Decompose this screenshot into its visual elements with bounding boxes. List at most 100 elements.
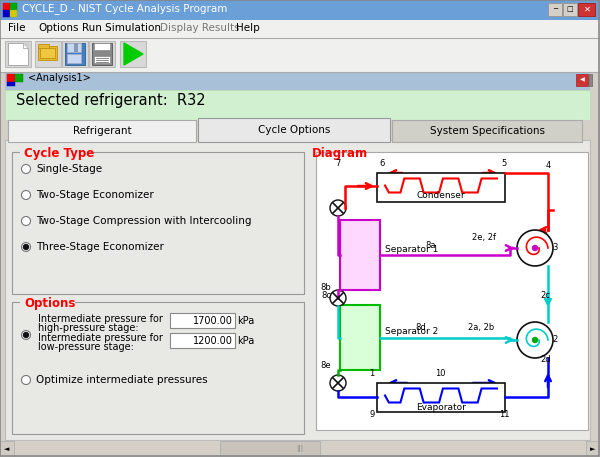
Circle shape <box>22 243 31 251</box>
Bar <box>563 3 577 16</box>
Text: File: File <box>8 23 25 33</box>
Bar <box>586 441 600 457</box>
Text: 1200.00: 1200.00 <box>193 335 233 345</box>
Text: 4: 4 <box>545 161 551 170</box>
Bar <box>377 173 505 202</box>
Bar <box>10 10 17 17</box>
Bar <box>170 333 235 348</box>
Circle shape <box>517 230 553 266</box>
Bar <box>0 38 600 72</box>
Text: 6: 6 <box>379 159 385 168</box>
Bar <box>589 74 592 86</box>
Circle shape <box>533 338 538 342</box>
Bar <box>0 20 600 38</box>
Bar <box>67 43 81 52</box>
Text: 1: 1 <box>370 369 374 378</box>
Circle shape <box>23 333 29 338</box>
Text: 8e: 8e <box>320 361 331 370</box>
Bar <box>576 74 588 86</box>
Text: 2a, 2b: 2a, 2b <box>468 323 494 332</box>
Text: high-pressure stage:: high-pressure stage: <box>38 323 139 333</box>
Text: Single-Stage: Single-Stage <box>36 164 102 174</box>
Circle shape <box>22 165 31 174</box>
Bar <box>35 41 61 67</box>
Bar <box>0 0 600 20</box>
Text: 8c: 8c <box>321 292 331 301</box>
Text: Intermediate pressure for: Intermediate pressure for <box>38 314 163 324</box>
Text: Intermediate pressure for: Intermediate pressure for <box>38 333 163 343</box>
Circle shape <box>22 330 31 340</box>
Bar <box>120 41 146 67</box>
Circle shape <box>23 244 29 250</box>
Text: kPa: kPa <box>237 315 254 325</box>
Text: 2c: 2c <box>540 291 550 299</box>
Bar <box>7 74 15 82</box>
Bar <box>220 441 320 457</box>
Circle shape <box>517 322 553 358</box>
Text: Diagram: Diagram <box>312 147 368 160</box>
Bar <box>92 43 112 65</box>
Text: 8d: 8d <box>415 323 426 332</box>
Bar <box>40 48 55 58</box>
Bar <box>377 383 505 412</box>
Text: Cycle Options: Cycle Options <box>258 125 330 135</box>
Circle shape <box>330 375 346 391</box>
Text: CYCLE_D - NIST Cycle Analysis Program: CYCLE_D - NIST Cycle Analysis Program <box>22 3 227 14</box>
Bar <box>5 120 590 142</box>
Text: Options: Options <box>24 297 76 310</box>
Text: Display Results: Display Results <box>160 23 239 33</box>
Text: ✕: ✕ <box>583 5 590 14</box>
Bar <box>0 441 14 457</box>
Bar <box>3 3 10 10</box>
Text: 8a: 8a <box>425 241 436 250</box>
Bar <box>170 313 235 328</box>
Text: 10: 10 <box>435 369 445 378</box>
Bar <box>198 118 390 142</box>
Polygon shape <box>23 43 28 48</box>
Bar <box>94 56 110 63</box>
Bar <box>38 44 49 48</box>
Circle shape <box>22 217 31 225</box>
Circle shape <box>22 376 31 384</box>
Circle shape <box>533 245 538 250</box>
Bar <box>12 152 304 294</box>
Text: Selected refrigerant:  R32: Selected refrigerant: R32 <box>16 93 206 108</box>
Text: kPa: kPa <box>237 335 254 345</box>
Text: 2: 2 <box>552 335 557 345</box>
Bar <box>5 41 31 67</box>
Circle shape <box>330 200 346 216</box>
Bar <box>340 305 380 370</box>
Text: Help: Help <box>236 23 260 33</box>
Text: 1700.00: 1700.00 <box>193 315 233 325</box>
Text: ◄: ◄ <box>4 446 10 452</box>
Bar <box>20 298 75 307</box>
Bar <box>7 82 15 86</box>
Bar <box>74 43 78 52</box>
Bar <box>392 120 582 142</box>
Text: Options: Options <box>38 23 79 33</box>
Bar <box>38 46 57 60</box>
Text: Separator 2: Separator 2 <box>385 328 438 336</box>
Bar <box>578 3 595 16</box>
Bar <box>0 441 600 457</box>
Bar <box>10 3 17 10</box>
Text: Three-Stage Economizer: Three-Stage Economizer <box>36 242 164 252</box>
Text: <Analysis1>: <Analysis1> <box>28 73 91 83</box>
Text: Cycle Type: Cycle Type <box>24 147 94 160</box>
Text: 3: 3 <box>552 244 557 253</box>
Text: Separator 1: Separator 1 <box>385 245 439 254</box>
Text: 2d: 2d <box>540 356 551 365</box>
Bar <box>67 54 81 63</box>
Text: Two-Stage Compression with Intercooling: Two-Stage Compression with Intercooling <box>36 216 251 226</box>
Text: 11: 11 <box>499 410 509 419</box>
Bar <box>62 41 88 67</box>
Text: ─: ─ <box>553 6 557 12</box>
Text: ◀: ◀ <box>580 78 584 83</box>
Polygon shape <box>124 43 143 65</box>
Text: low-pressure stage:: low-pressure stage: <box>38 342 134 352</box>
Text: 2e, 2f: 2e, 2f <box>472 233 496 242</box>
Text: System Specifications: System Specifications <box>430 126 545 136</box>
Circle shape <box>22 191 31 200</box>
Bar <box>12 302 304 434</box>
Bar <box>94 43 110 50</box>
